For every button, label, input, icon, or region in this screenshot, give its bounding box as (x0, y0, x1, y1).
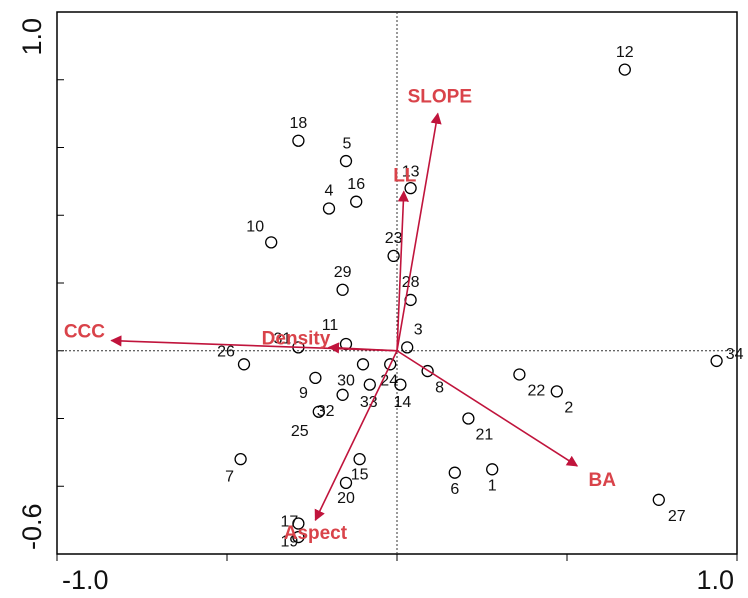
site-label: 28 (402, 274, 420, 291)
site-label: 7 (225, 468, 234, 485)
site-label: 30 (337, 373, 355, 390)
site-label: 11 (322, 317, 339, 334)
site-point (356, 358, 370, 371)
site-point (462, 412, 475, 425)
site-label: 2 (564, 400, 573, 417)
vector-arrow (314, 350, 398, 522)
site-label: 27 (668, 508, 686, 525)
site-point (513, 368, 526, 381)
vector-label: CCC (64, 322, 105, 343)
site-point (265, 236, 278, 249)
site-point (710, 354, 723, 368)
y-tick-label: 1.0 (17, 18, 47, 56)
site-label: 10 (246, 219, 264, 236)
site-label: 17 (281, 514, 299, 531)
site-label: 29 (334, 264, 352, 281)
site-point (394, 378, 407, 391)
site-point (618, 63, 631, 76)
site-label: 20 (337, 490, 355, 507)
site-label: 25 (291, 423, 309, 440)
site-label: 8 (435, 379, 444, 396)
site-point (486, 463, 499, 476)
site-point (292, 517, 305, 530)
site-label: 16 (347, 176, 365, 193)
site-label: 5 (343, 135, 352, 152)
site-label: 26 (217, 344, 235, 361)
site-label: 6 (450, 481, 459, 498)
site-point (404, 181, 417, 195)
site-point (322, 202, 336, 215)
site-point (237, 358, 251, 371)
vector-arrow (327, 342, 398, 354)
plot-frame (56, 11, 738, 555)
site-label: 15 (351, 466, 369, 483)
site-point (309, 371, 322, 385)
x-tick-label: -1.0 (62, 565, 109, 595)
site-label: 12 (616, 44, 634, 61)
site-label: 34 (726, 346, 744, 363)
vector-arrow (396, 112, 442, 351)
site-label: 19 (281, 533, 299, 550)
site-point (421, 364, 434, 378)
site-point (401, 341, 414, 354)
site-label: 22 (528, 383, 546, 400)
site-point (312, 405, 325, 418)
vector-arrow (396, 350, 579, 467)
x-tick-label: 1.0 (696, 565, 734, 595)
vector-arrow (396, 190, 409, 351)
vector-label: SLOPE (408, 87, 472, 108)
site-label: 4 (325, 183, 334, 200)
site-label: 13 (402, 163, 420, 180)
vector-label: Density (262, 328, 331, 349)
site-label: 31 (274, 331, 292, 348)
site-point (336, 283, 349, 296)
site-label: 3 (414, 322, 423, 339)
vector-label: BA (588, 470, 616, 491)
site-point (234, 452, 247, 466)
y-tick-label: -0.6 (17, 503, 47, 550)
site-point (339, 476, 353, 490)
vector-label: LL (393, 166, 417, 187)
site-point (363, 378, 376, 391)
site-point (292, 134, 305, 147)
site-point (387, 249, 400, 263)
site-label: 14 (394, 394, 412, 411)
site-label: 18 (290, 115, 308, 132)
site-point (550, 385, 563, 398)
site-point (652, 493, 665, 506)
site-label: 21 (476, 427, 494, 444)
site-point (339, 154, 353, 168)
site-label: 23 (385, 230, 403, 247)
site-label: 1 (488, 478, 497, 495)
site-point (384, 358, 397, 371)
site-label: 9 (299, 385, 308, 402)
site-point (292, 530, 305, 544)
site-point (350, 195, 363, 208)
site-point (336, 388, 349, 401)
vector-label: Aspect (284, 523, 348, 544)
site-point (353, 452, 366, 466)
site-point (448, 466, 461, 479)
